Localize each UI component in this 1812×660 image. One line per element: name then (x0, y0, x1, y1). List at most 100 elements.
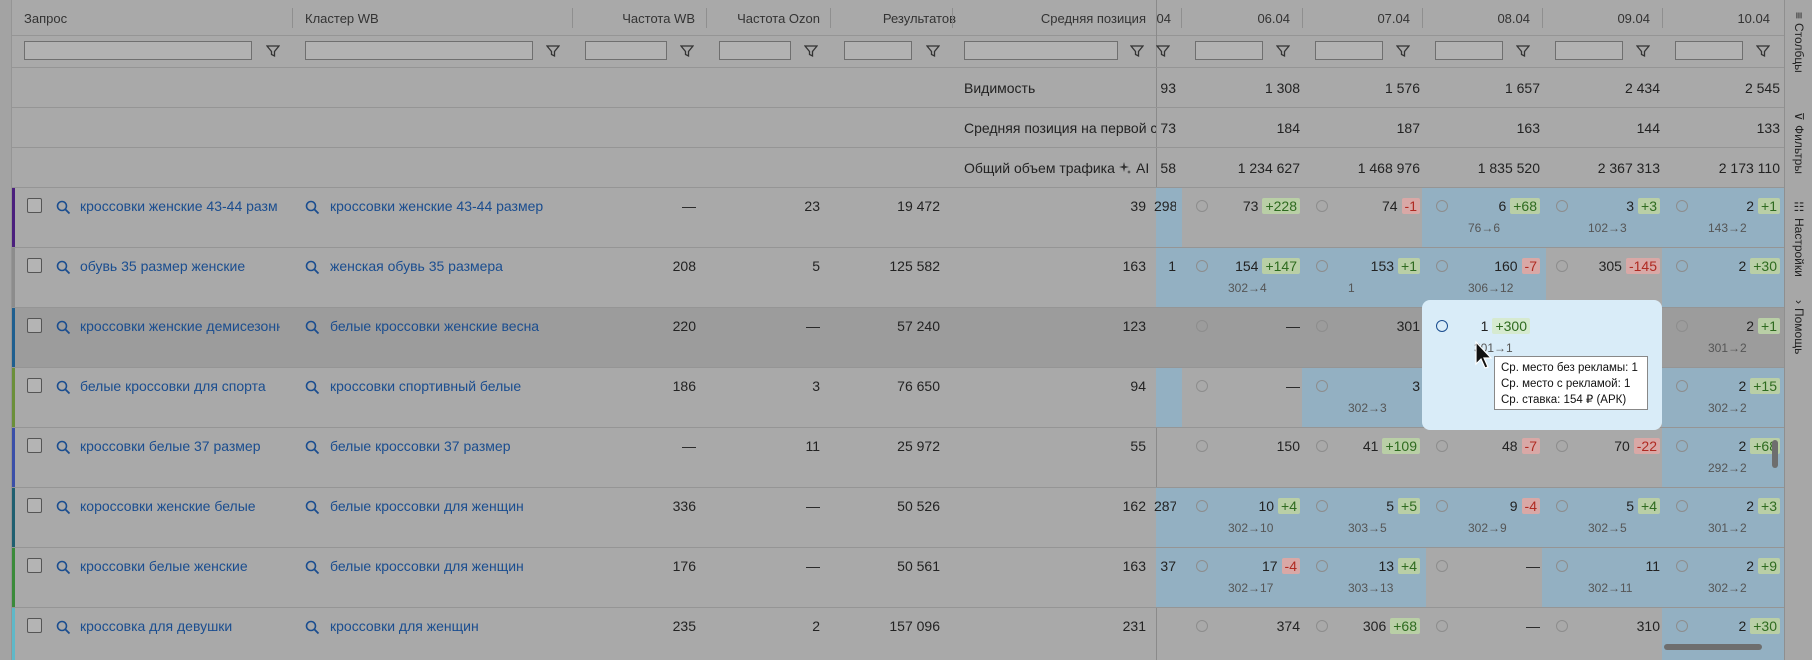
table-row[interactable] (12, 548, 1784, 608)
clock-icon[interactable] (1676, 500, 1688, 512)
header-date-0[interactable]: 04 (1156, 0, 1171, 36)
filter-icon[interactable] (680, 44, 694, 58)
filter-icon[interactable] (546, 44, 560, 58)
filter-input-avg-pos[interactable] (964, 41, 1118, 60)
row-checkbox[interactable] (27, 198, 42, 213)
query-link[interactable]: обувь 35 размер женские (80, 258, 246, 274)
search-icon[interactable] (56, 440, 71, 455)
search-icon[interactable] (305, 380, 320, 395)
column-separator[interactable] (1422, 8, 1423, 28)
vertical-scrollbar[interactable] (1772, 440, 1778, 468)
side-tab-filters[interactable]: ⊽ Фильтры (1785, 110, 1812, 205)
row-checkbox[interactable] (27, 558, 42, 573)
cluster-link[interactable]: кроссовки для женщин (330, 618, 479, 634)
filter-input-freq-ozon[interactable] (719, 41, 791, 60)
filter-input-query[interactable] (24, 41, 252, 60)
filter-input-date[interactable] (1315, 41, 1383, 60)
search-icon[interactable] (56, 200, 71, 215)
table-row[interactable] (12, 368, 1784, 428)
clock-icon[interactable] (1436, 440, 1448, 452)
clock-icon[interactable] (1556, 500, 1568, 512)
column-separator[interactable] (706, 8, 707, 28)
clock-icon[interactable] (1196, 380, 1208, 392)
clock-icon[interactable] (1196, 560, 1208, 572)
column-separator[interactable] (830, 8, 831, 28)
clock-icon[interactable] (1316, 440, 1328, 452)
search-icon[interactable] (305, 620, 320, 635)
clock-icon[interactable] (1436, 260, 1448, 272)
clock-icon[interactable] (1676, 200, 1688, 212)
filter-icon[interactable] (1396, 44, 1410, 58)
filter-input-freq-wb[interactable] (585, 41, 667, 60)
clock-icon[interactable] (1316, 320, 1328, 332)
clock-icon[interactable] (1316, 560, 1328, 572)
clock-icon[interactable] (1556, 440, 1568, 452)
clock-icon[interactable] (1196, 440, 1208, 452)
filter-icon[interactable] (804, 44, 818, 58)
clock-icon[interactable] (1436, 200, 1448, 212)
search-icon[interactable] (305, 560, 320, 575)
search-icon[interactable] (56, 620, 71, 635)
filter-input-date[interactable] (1555, 41, 1623, 60)
clock-icon[interactable] (1196, 500, 1208, 512)
column-separator[interactable] (1662, 8, 1663, 28)
clock-icon[interactable] (1676, 380, 1688, 392)
filter-icon[interactable] (1756, 44, 1770, 58)
clock-icon[interactable] (1676, 320, 1688, 332)
clock-icon[interactable] (1316, 260, 1328, 272)
query-link[interactable]: кроссовки белые 37 размер (80, 438, 261, 454)
filter-icon[interactable] (266, 44, 280, 58)
table-row[interactable] (12, 488, 1784, 548)
header-cluster[interactable]: Кластер WB (305, 0, 379, 36)
search-icon[interactable] (56, 560, 71, 575)
side-tab-settings[interactable]: ☷ Настройки (1785, 198, 1812, 308)
clock-icon[interactable] (1436, 320, 1448, 332)
search-icon[interactable] (56, 260, 71, 275)
query-link[interactable]: кроссовки женские демисезонн (80, 318, 280, 334)
query-link[interactable]: кроссовки белые женские (80, 558, 248, 574)
filter-icon[interactable] (926, 44, 940, 58)
cluster-link[interactable]: белые кроссовки для женщин (330, 558, 524, 574)
search-icon[interactable] (305, 440, 320, 455)
column-separator[interactable] (1181, 8, 1182, 28)
search-icon[interactable] (305, 320, 320, 335)
query-link[interactable]: кроссовка для девушки (80, 618, 233, 634)
cluster-link[interactable]: женская обувь 35 размера (330, 258, 503, 274)
filter-input-results[interactable] (844, 41, 912, 60)
clock-icon[interactable] (1436, 500, 1448, 512)
row-checkbox[interactable] (27, 498, 42, 513)
query-link[interactable]: короссовки женские белые (80, 498, 256, 514)
query-link[interactable]: белые кроссовки для спорта (80, 378, 266, 394)
filter-input-cluster[interactable] (305, 41, 533, 60)
side-tab-columns[interactable]: ≡ Столбцы (1785, 10, 1812, 100)
row-checkbox[interactable] (27, 258, 42, 273)
table-row[interactable] (12, 608, 1784, 660)
table-row[interactable] (12, 428, 1784, 488)
filter-input-date[interactable] (1675, 41, 1743, 60)
horizontal-scrollbar[interactable] (1664, 644, 1762, 650)
header-date-4[interactable]: 09.04 (1546, 0, 1650, 36)
header-date-5[interactable]: 10.04 (1666, 0, 1770, 36)
clock-icon[interactable] (1196, 620, 1208, 632)
row-checkbox[interactable] (27, 438, 42, 453)
cluster-link[interactable]: белые кроссовки для женщин (330, 498, 524, 514)
column-separator[interactable] (572, 8, 573, 28)
search-icon[interactable] (305, 260, 320, 275)
header-date-3[interactable]: 08.04 (1426, 0, 1530, 36)
filter-input-date[interactable] (1195, 41, 1263, 60)
header-date-1[interactable]: 06.04 (1186, 0, 1290, 36)
row-checkbox[interactable] (27, 378, 42, 393)
row-checkbox[interactable] (27, 318, 42, 333)
cluster-link[interactable]: белые кроссовки женские весна (330, 318, 540, 334)
clock-icon[interactable] (1556, 260, 1568, 272)
filter-icon[interactable] (1516, 44, 1530, 58)
column-separator[interactable] (1542, 8, 1543, 28)
clock-icon[interactable] (1436, 620, 1448, 632)
header-avg-pos[interactable]: Средняя позиция (960, 0, 1146, 36)
clock-icon[interactable] (1316, 200, 1328, 212)
clock-icon[interactable] (1316, 620, 1328, 632)
search-icon[interactable] (305, 200, 320, 215)
header-results[interactable]: Результатов (836, 0, 956, 36)
filter-icon[interactable] (1130, 44, 1144, 58)
row-checkbox[interactable] (27, 618, 42, 633)
